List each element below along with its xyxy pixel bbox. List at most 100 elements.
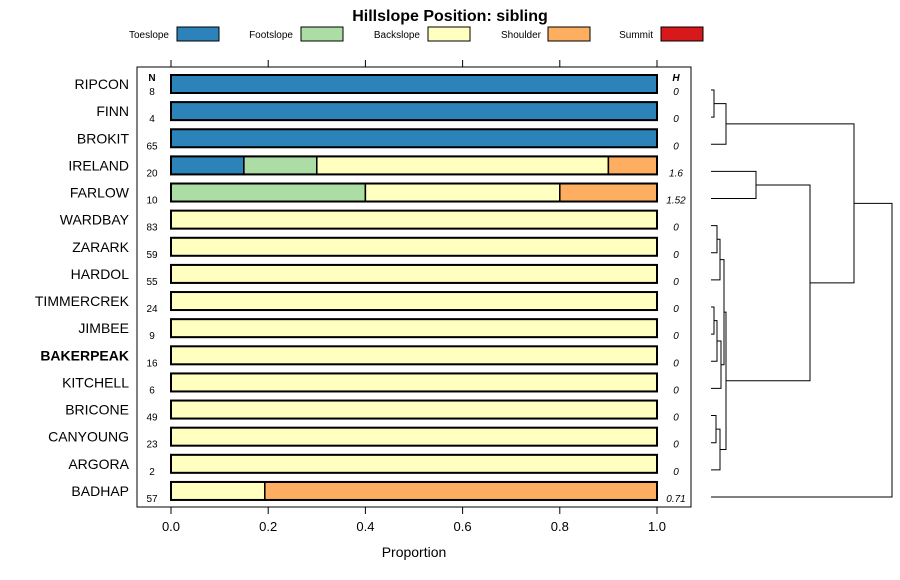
x-tick-label: 0.6 xyxy=(454,519,472,534)
row-label: BAKERPEAK xyxy=(40,347,129,363)
bar-outline xyxy=(170,399,658,420)
row-label: BADHAP xyxy=(71,483,129,499)
plot-frame xyxy=(136,66,692,508)
h-value: 0 xyxy=(673,413,679,424)
row-kitchell: KITCHELL 6 0 xyxy=(62,372,679,396)
row-brokit: BROKIT 65 0 xyxy=(77,128,679,152)
row-label: RIPCON xyxy=(75,76,129,92)
bar-outline xyxy=(170,101,658,122)
x-axis: 0.0 0.2 0.4 0.6 0.8 1.0 xyxy=(162,60,666,534)
row-label: ARGORA xyxy=(68,456,129,472)
bar-outline xyxy=(170,209,658,230)
dendrogram-branch xyxy=(726,184,811,382)
row-label: IRELAND xyxy=(68,157,129,173)
n-value: 9 xyxy=(149,331,155,342)
bar-segment-shoulder xyxy=(559,182,658,203)
n-value: 6 xyxy=(149,385,155,396)
bar-segment-backslope xyxy=(170,209,658,230)
h-value: 0 xyxy=(673,467,679,478)
bar-outline xyxy=(170,426,658,447)
h-value: 0 xyxy=(673,440,679,451)
n-value: 20 xyxy=(146,168,158,179)
bar-segment-toeslope xyxy=(170,74,658,94)
row-label: TIMMERCREK xyxy=(35,293,130,309)
n-value: 65 xyxy=(146,141,158,152)
bar-outline xyxy=(170,372,658,393)
h-value: 0 xyxy=(673,114,679,125)
legend-swatch-shoulder xyxy=(547,26,591,42)
bar-outline xyxy=(170,291,658,312)
row-zarark: ZARARK 59 0 xyxy=(72,236,679,261)
row-label: FINN xyxy=(96,103,129,119)
row-label: ZARARK xyxy=(72,239,129,255)
row-jimbee: JIMBEE 9 0 xyxy=(78,318,679,342)
bar-segment-backslope xyxy=(170,426,658,447)
row-finn: FINN 4 0 xyxy=(96,101,679,125)
dendrogram-branch xyxy=(726,123,855,284)
n-value: 83 xyxy=(146,223,158,234)
n-value: 2 xyxy=(149,467,155,478)
n-value: 59 xyxy=(146,250,158,261)
x-tick-label: 1.0 xyxy=(648,519,666,534)
legend-label-footslope: Footslope xyxy=(249,30,293,41)
bar-segment-backslope xyxy=(170,237,658,257)
row-ireland: IRELAND 20 1.6 xyxy=(68,155,683,179)
bar-segment-backslope xyxy=(170,481,266,501)
bar-segment-toeslope xyxy=(170,155,245,176)
row-badhap: BADHAP 57 0.71 xyxy=(71,480,686,505)
bar-outline xyxy=(170,236,658,257)
row-timmercrek: TIMMERCREK 24 0 xyxy=(35,291,679,315)
row-farlow: FARLOW 10 1.52 xyxy=(70,182,686,207)
legend-swatch-backslope xyxy=(427,26,471,42)
bar-outline xyxy=(170,74,658,94)
dendrogram-branch xyxy=(711,340,722,389)
n-value: 16 xyxy=(146,358,158,369)
legend-label-summit: Summit xyxy=(619,30,653,41)
x-tick-label: 0.0 xyxy=(162,519,180,534)
bar-segment-shoulder xyxy=(607,155,658,176)
h-value: 0.71 xyxy=(666,494,685,505)
row-canyoung: CANYOUNG 23 0 xyxy=(48,426,679,451)
bar-outline xyxy=(170,128,658,149)
dendrogram xyxy=(711,89,893,498)
dendrogram-branch xyxy=(711,89,715,118)
n-column-header: N xyxy=(148,73,155,84)
h-value: 1.52 xyxy=(666,196,686,207)
row-label: KITCHELL xyxy=(62,374,129,390)
bar-outline xyxy=(170,182,658,203)
row-label: HARDOL xyxy=(71,266,130,282)
dendrogram-branch xyxy=(711,225,718,254)
row-label: BROKIT xyxy=(77,130,130,146)
legend-swatch-summit xyxy=(660,26,704,42)
h-value: 0 xyxy=(673,358,679,369)
bar-segment-footslope xyxy=(243,155,318,176)
bar-outline xyxy=(170,453,658,474)
row-bakerpeak: BAKERPEAK 16 0 xyxy=(40,345,679,369)
legend-swatch-toeslope xyxy=(176,26,220,42)
bar-segment-backslope xyxy=(170,345,658,366)
h-value: 0 xyxy=(673,87,679,98)
bar-segment-backslope xyxy=(316,155,610,176)
row-hardol: HARDOL 55 0 xyxy=(71,263,679,288)
legend-swatch-footslope xyxy=(300,26,344,42)
row-argora: ARGORA 2 0 xyxy=(68,453,679,478)
row-label: FARLOW xyxy=(70,185,130,201)
x-axis-title: Proportion xyxy=(382,544,447,560)
h-value: 0 xyxy=(673,277,679,288)
row-label: CANYOUNG xyxy=(48,429,129,445)
bar-segment-backslope xyxy=(364,182,561,203)
bar-segment-backslope xyxy=(170,399,658,420)
bar-outline xyxy=(170,318,658,339)
n-value: 49 xyxy=(146,413,158,424)
dendrogram-branch xyxy=(711,306,715,335)
bar-segment-backslope xyxy=(170,264,658,284)
h-column-header: H xyxy=(672,73,680,84)
row-label: JIMBEE xyxy=(78,320,129,336)
dendrogram-branch xyxy=(711,202,893,498)
dendrogram-branch xyxy=(711,415,717,444)
x-tick-label: 0.4 xyxy=(356,519,374,534)
n-value: 57 xyxy=(146,494,158,505)
